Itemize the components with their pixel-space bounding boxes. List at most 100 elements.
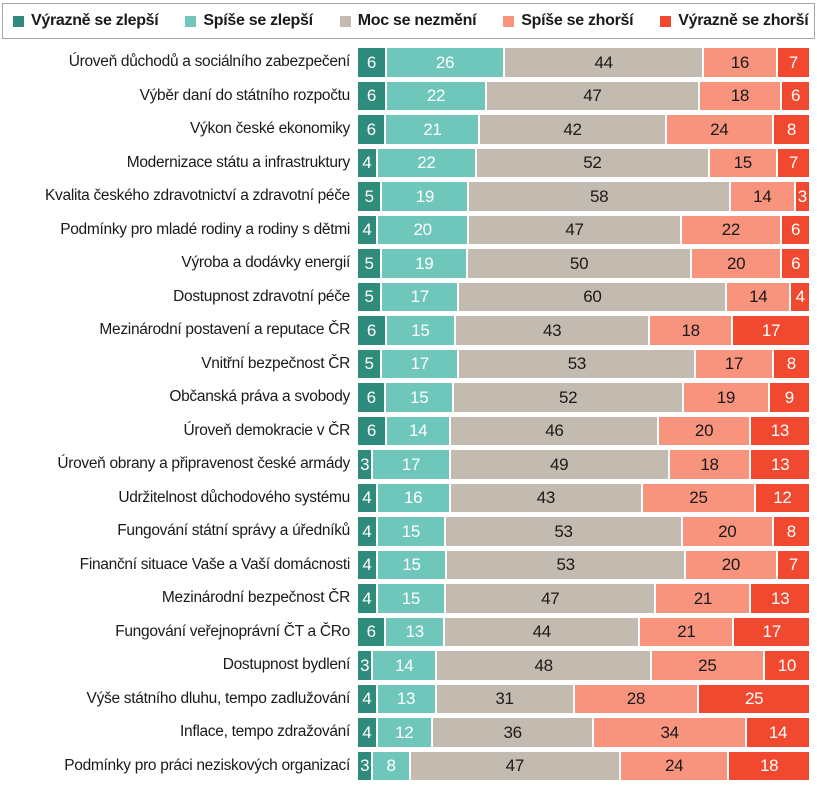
- segment-value: 16: [404, 488, 423, 508]
- segment-value: 6: [366, 387, 376, 407]
- segment-value: 49: [549, 454, 569, 474]
- bar-segment: 26: [386, 48, 504, 77]
- segment-value: 5: [364, 186, 374, 206]
- chart-row: Fungování státní správy a úředníků 4 15 53 2…: [2, 517, 815, 546]
- chart-row: Výše státního dluhu, tempo zadlužování 4 1…: [2, 684, 815, 713]
- segment-value: 6: [790, 86, 801, 106]
- bar: 6 21 42 24 8: [358, 115, 809, 144]
- row-label: Finanční situace Vaše a Vaší domácnosti: [79, 555, 351, 573]
- bar: 4 16 43 25 12: [358, 483, 809, 512]
- bar: 6 14 46 20 13: [358, 416, 809, 445]
- row-label: Výše státního dluhu, tempo zadlužování: [86, 689, 351, 707]
- segment-value: 24: [710, 119, 729, 139]
- bar-segment: 18: [729, 751, 809, 780]
- segment-value: 50: [569, 253, 589, 273]
- segment-value: 20: [718, 521, 737, 541]
- bar-segment: 53: [447, 550, 685, 579]
- bar-segment: 20: [682, 517, 772, 546]
- segment-value: 53: [554, 521, 573, 541]
- bar-segment: 3: [358, 651, 372, 680]
- segment-value: 18: [681, 320, 701, 340]
- segment-value: 4: [362, 488, 372, 508]
- segment-value: 13: [405, 622, 425, 642]
- segment-value: 18: [730, 86, 750, 106]
- segment-value: 53: [556, 555, 575, 575]
- bar-segment: 47: [410, 751, 619, 780]
- bar-segment: 31: [436, 684, 573, 713]
- bar-segment: 8: [773, 349, 810, 378]
- bar-segment: 43: [450, 483, 642, 512]
- bar-segment: 24: [620, 751, 728, 780]
- bar: 4 15 47 21 13: [358, 584, 809, 613]
- bar-segment: 46: [451, 416, 658, 445]
- legend-item: Výrazně se zlepší: [13, 12, 159, 30]
- segment-value: 21: [677, 622, 696, 642]
- bar-segment: 53: [459, 349, 695, 378]
- bar-segment: 18: [699, 81, 781, 110]
- bar-segment: 6: [358, 383, 385, 412]
- segment-value: 12: [773, 488, 792, 508]
- bar-segment: 19: [684, 383, 768, 412]
- bar-segment: 4: [358, 517, 376, 546]
- bar-segment: 58: [469, 182, 729, 211]
- chart-row: Vnitřní bezpečnost ČR 5 17 53 17 8: [2, 349, 815, 378]
- bar-segment: 5: [358, 182, 381, 211]
- chart-row: Fungování veřejnoprávní ČT a ČRo 6 13 44 21 1…: [2, 617, 815, 646]
- bar-segment: 22: [386, 81, 486, 110]
- segment-value: 36: [503, 722, 522, 742]
- segment-value: 14: [395, 655, 414, 675]
- row-label: Podmínky pro práci neziskových organizac…: [64, 756, 350, 774]
- bar-segment: 17: [734, 617, 809, 646]
- segment-value: 4: [362, 220, 372, 240]
- chart-row: Úroveň důchodů a sociálního zabezpečení 6…: [2, 48, 815, 77]
- segment-value: 4: [362, 153, 372, 173]
- segment-value: 4: [795, 287, 805, 307]
- legend-label: Výrazně se zlepší: [31, 12, 159, 29]
- chart-row: Dostupnost bydlení 3 14 48 25 10: [2, 651, 815, 680]
- segment-value: 47: [541, 588, 560, 608]
- bar-segment: 42: [480, 115, 665, 144]
- bar-segment: 15: [377, 584, 445, 613]
- bar-segment: 25: [699, 684, 809, 713]
- segment-value: 25: [698, 655, 717, 675]
- segment-value: 4: [362, 588, 372, 608]
- bar-segment: 8: [773, 517, 809, 546]
- bar-segment: 13: [386, 617, 444, 646]
- bar-segment: 4: [358, 148, 376, 177]
- bar-segment: 15: [386, 316, 454, 345]
- chart-row: Úroveň obrany a připravenost české armád…: [2, 450, 815, 479]
- segment-value: 15: [401, 521, 421, 541]
- segment-value: 15: [733, 153, 753, 173]
- bar: 6 26 44 16 7: [358, 48, 809, 77]
- bar-segment: 44: [505, 48, 703, 77]
- chart-row: Dostupnost zdravotní péče 5 17 60 14 4: [2, 282, 815, 311]
- bar-segment: 6: [358, 81, 385, 110]
- bar-segment: 21: [656, 584, 750, 613]
- chart-row: Mezinárodní bezpečnost ČR 4 15 47 21 13: [2, 584, 815, 613]
- bar: 5 17 53 17 8: [358, 349, 810, 378]
- row-label: Úroveň důchodů a sociálního zabezpečení: [68, 53, 351, 71]
- legend-swatch-icon: [660, 15, 672, 27]
- segment-value: 6: [791, 220, 801, 240]
- segment-value: 53: [567, 354, 587, 374]
- segment-value: 19: [716, 387, 736, 407]
- segment-value: 20: [413, 220, 433, 240]
- segment-value: 6: [366, 421, 376, 441]
- segment-value: 18: [759, 756, 779, 776]
- segment-value: 17: [724, 354, 744, 374]
- chart-row: Výroba a dodávky energií 5 19 50 20 6: [2, 249, 815, 278]
- bar-segment: 7: [777, 148, 809, 177]
- bar: 6 22 47 18 6: [358, 81, 809, 110]
- bar-segment: 8: [773, 115, 809, 144]
- bar-segment: 5: [358, 249, 381, 278]
- bar: 3 8 47 24 18: [358, 751, 809, 780]
- bar-segment: 14: [727, 282, 790, 311]
- chart-row: Podmínky pro mladé rodiny a rodiny s dět…: [2, 215, 815, 244]
- segment-value: 14: [409, 421, 428, 441]
- bar-segment: 52: [454, 383, 683, 412]
- legend-item: Výrazně se zhorší: [660, 12, 809, 30]
- segment-value: 48: [534, 655, 553, 675]
- segment-value: 6: [366, 86, 376, 106]
- segment-value: 12: [395, 722, 414, 742]
